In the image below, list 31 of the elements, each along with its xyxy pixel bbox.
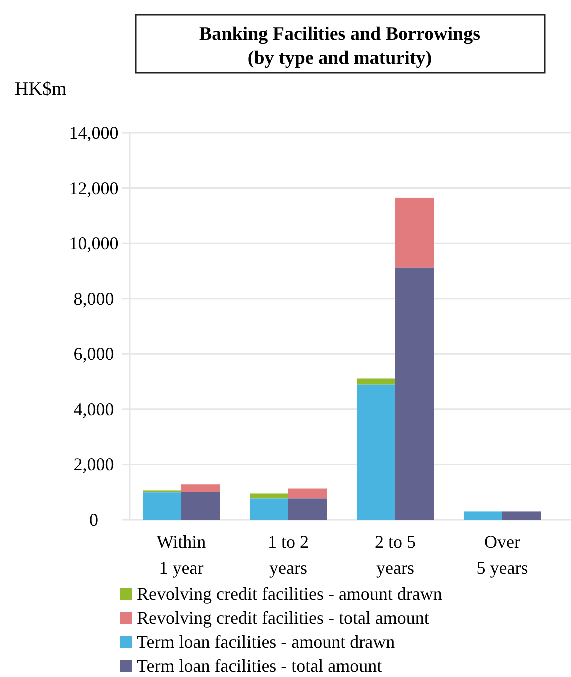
bar [182,492,220,520]
y-tick-label: 14,000 [69,123,119,143]
bar [142,492,182,520]
bar [356,378,396,385]
y-tick-label: 2,000 [74,454,114,475]
bar [182,484,220,492]
bar [250,498,288,520]
bar [288,488,328,499]
y-tick-label: 0 [90,510,98,530]
x-tick-label: Within 1 year [156,532,206,578]
bar [396,198,434,268]
y-tick-label: 10,000 [69,234,119,254]
x-tick-label: Over 5 years [476,532,528,578]
bar [250,494,288,499]
x-tick-label: 1 to 2 years [268,532,310,578]
chart-title: Banking Facilities and Borrowings (by type and maturity) [199,24,481,69]
bar [356,384,396,520]
bar [502,512,542,520]
y-tick-label: 4,000 [74,399,114,420]
bar [396,268,434,520]
bar [288,498,328,520]
legend-label: Term loan facilities - total amount [137,656,382,676]
x-tick-label: 2 to 5 years [374,532,416,578]
y-axis-title: HK$m [15,79,67,100]
y-tick-label: 8,000 [74,288,114,309]
legend-label: Term loan facilities - amount drawn [137,632,396,652]
y-tick-label: 6,000 [74,344,114,364]
legend-label: Revolving credit facilities - amount drawn [137,584,442,604]
legend-label: Revolving credit facilities - total amount [137,608,430,628]
y-tick-label: 12,000 [69,178,119,198]
bar [464,512,502,520]
